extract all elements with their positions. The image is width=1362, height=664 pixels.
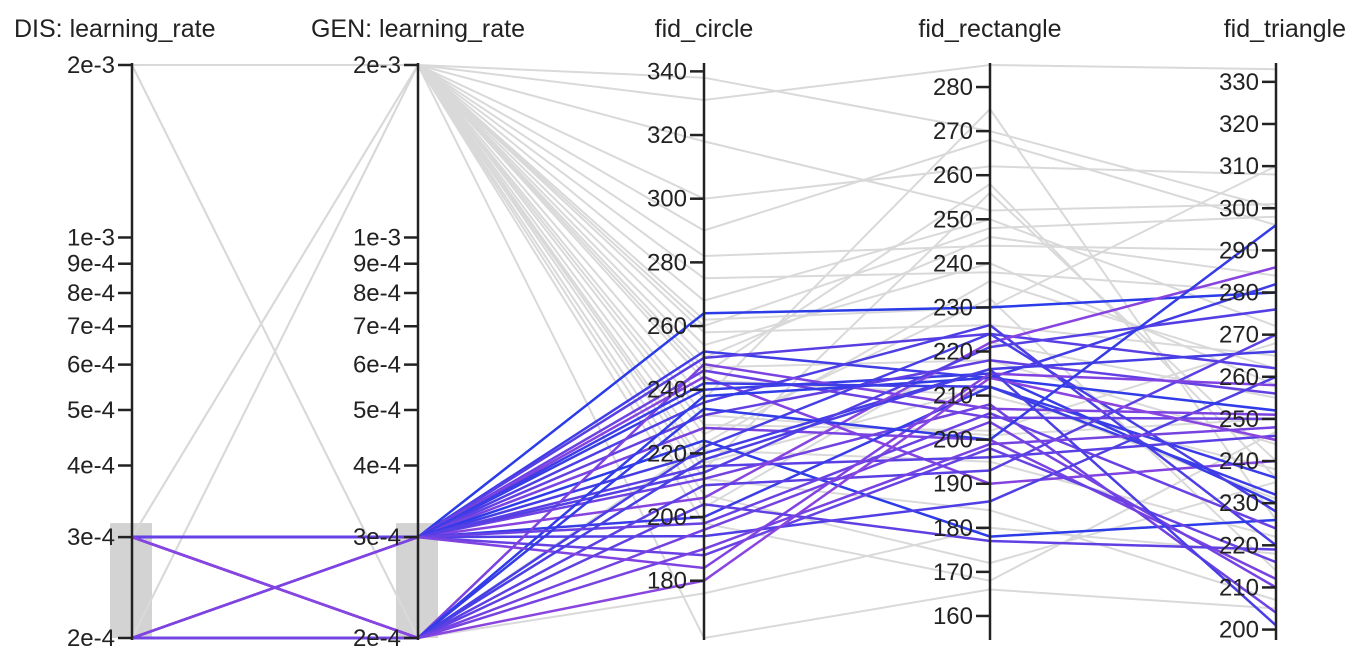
axis-fid_circle: fid_circle 340 320 300 280 260 240 220 200 180: [647, 15, 753, 640]
tick-label: 3e-4: [67, 524, 115, 551]
tick-label: 4e-4: [67, 453, 115, 480]
axis-dis_lr: DIS: learning_rate 2e-3 1e-39e-48e-4 7e-4 6e…: [14, 15, 216, 652]
tick-label: 300: [1219, 195, 1259, 222]
tick-label: 280: [1219, 280, 1259, 307]
tick-label: 270: [1219, 322, 1259, 349]
axis-title: fid_triangle: [1224, 15, 1346, 43]
tick-label: 210: [933, 383, 973, 410]
tick-label: 6e-4: [353, 352, 401, 379]
tick-label: 9e-4: [67, 251, 115, 278]
tick-label: 170: [933, 559, 973, 586]
tick-label: 8e-4: [67, 280, 115, 307]
tick-label: 4e-4: [353, 453, 401, 480]
tick-label: 220: [933, 339, 973, 366]
axis-title: fid_circle: [655, 15, 754, 43]
axis-title: fid_rectangle: [918, 15, 1061, 43]
tick-label: 260: [933, 162, 973, 189]
tick-label: 180: [933, 515, 973, 542]
tick-label: 340: [647, 58, 687, 85]
tick-label: 240: [1219, 448, 1259, 475]
tick-label: 220: [1219, 532, 1259, 559]
tick-label: 2e-4: [353, 625, 401, 652]
tick-label: 270: [933, 118, 973, 145]
tick-label: 210: [1219, 574, 1259, 601]
axes-layer: DIS: learning_rate2e-31e-39e-48e-47e-46e…: [14, 15, 1346, 652]
tick-label: 240: [647, 377, 687, 404]
axis-title: GEN: learning_rate: [311, 15, 525, 43]
tick-label: 8e-4: [353, 280, 401, 307]
tick-label: 1e-3: [67, 224, 115, 251]
tick-label: 260: [647, 313, 687, 340]
axis-gen_lr: GEN: learning_rate 2e-3 1e-39e-48e-4 7e-4 6e…: [311, 15, 525, 652]
tick-label: 240: [933, 250, 973, 277]
tick-label: 200: [1219, 617, 1259, 644]
tick-label: 230: [933, 294, 973, 321]
tick-label: 320: [647, 122, 687, 149]
tick-label: 300: [647, 186, 687, 213]
axis-title: DIS: learning_rate: [14, 15, 216, 43]
tick-label: 2e-3: [353, 52, 401, 79]
tick-label: 7e-4: [353, 313, 401, 340]
tick-label: 3e-4: [353, 524, 401, 551]
tick-label: 180: [647, 568, 687, 595]
tick-label: 290: [1219, 237, 1259, 264]
tick-label: 2e-3: [67, 52, 115, 79]
tick-label: 5e-4: [67, 397, 115, 424]
axis-fid_triangle: fid_triangle 330 320 310 300 290 280 270 260 250 2…: [1219, 15, 1346, 644]
tick-label: 250: [933, 206, 973, 233]
tick-label: 5e-4: [353, 397, 401, 424]
axis-fid_rectangle: fid_rectangle 280 270 260 250 240 230 220 210 200…: [918, 15, 1062, 640]
tick-label: 7e-4: [67, 313, 115, 340]
tick-label: 9e-4: [353, 251, 401, 278]
tick-label: 280: [933, 74, 973, 101]
tick-label: 330: [1219, 69, 1259, 96]
tick-label: 200: [933, 427, 973, 454]
tick-label: 6e-4: [67, 352, 115, 379]
tick-label: 190: [933, 471, 973, 498]
tick-label: 230: [1219, 490, 1259, 517]
tick-label: 250: [1219, 406, 1259, 433]
tick-label: 310: [1219, 153, 1259, 180]
tick-label: 1e-3: [353, 224, 401, 251]
tick-label: 260: [1219, 364, 1259, 391]
tick-label: 320: [1219, 111, 1259, 138]
tick-label: 220: [647, 440, 687, 467]
tick-label: 2e-4: [67, 625, 115, 652]
tick-label: 160: [933, 603, 973, 630]
tick-label: 280: [647, 249, 687, 276]
tick-label: 200: [647, 504, 687, 531]
